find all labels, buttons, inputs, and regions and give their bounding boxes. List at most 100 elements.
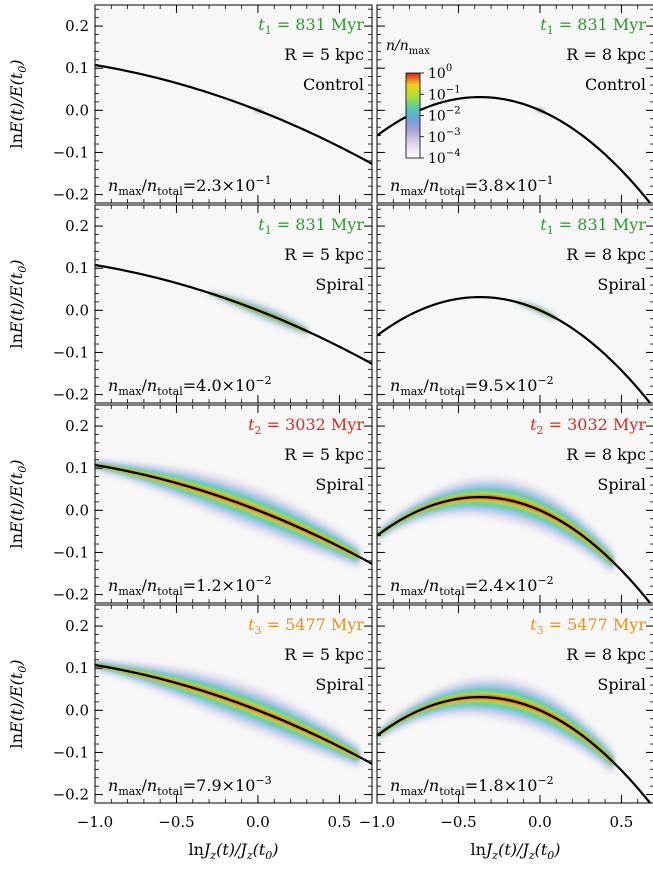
y-axis-sub: 0 <box>16 666 29 673</box>
time-value: = 831 Myr <box>554 15 647 34</box>
x-axis-close: ) <box>271 840 278 859</box>
panel-background <box>377 205 653 403</box>
ratio-slash: / <box>142 776 148 795</box>
y-axis-ln: ln <box>7 133 26 148</box>
time-value: = 831 Myr <box>272 15 365 34</box>
y-tick-label: 0.0 <box>65 301 89 319</box>
x-axis-J2: J <box>519 840 530 859</box>
panel-frame <box>376 604 653 804</box>
y-axis-title: lnE(t)/E(t0) <box>7 659 29 748</box>
ratio-n: n <box>390 576 400 595</box>
colorbar-title-n: n/n <box>386 38 409 54</box>
time-subscript: 2 <box>255 424 262 437</box>
time-subscript: 3 <box>255 624 262 637</box>
y-axis-E: E <box>7 321 26 334</box>
time-symbol: t <box>530 415 537 434</box>
density-layer-2 <box>377 688 614 768</box>
ratio-label: nmax/ntotal=1.2×10−2 <box>108 574 272 598</box>
x-axis-ln: ln <box>470 840 485 859</box>
y-axis-mid: (t)/ <box>7 495 26 521</box>
x-axis-t: (t <box>253 840 266 859</box>
panel-frame <box>94 204 373 404</box>
ratio-value: =2.4×10 <box>465 576 538 595</box>
ratio-value: =7.9×10 <box>183 776 256 795</box>
ratio-exponent: −2 <box>255 374 271 387</box>
radius-label: R = 5 kpc <box>284 445 364 464</box>
y-tick-label: −0.1 <box>53 343 89 361</box>
y-tick-label: −0.1 <box>53 143 89 161</box>
panel-background <box>95 5 372 203</box>
colorbar-tick-exp: −1 <box>446 84 461 95</box>
ratio-slash: / <box>142 576 148 595</box>
ratio-sub-total: total <box>439 585 465 598</box>
time-subscript: 1 <box>547 224 554 237</box>
ratio-value: =1.2×10 <box>183 576 256 595</box>
colorbar-tick-base: 10 <box>428 87 446 103</box>
colorbar-tick-label: 10−4 <box>428 148 461 167</box>
x-axis-t: (t <box>535 840 548 859</box>
panel-plot-area <box>377 677 652 803</box>
time-value: = 831 Myr <box>272 215 365 234</box>
x-axis-mid: (t)/ <box>498 840 524 859</box>
y-tick-label: 0.1 <box>65 659 89 677</box>
panel-frame <box>376 404 653 604</box>
time-label: t1 = 831 Myr <box>540 215 646 237</box>
colorbar-tick-label: 10−2 <box>428 106 461 125</box>
radius-label: R = 8 kpc <box>566 645 646 664</box>
model-curve <box>95 63 372 166</box>
density-layer-2 <box>377 488 614 568</box>
y-tick-label: −0.2 <box>53 386 89 404</box>
x-axis-sub3: 0 <box>265 849 272 862</box>
time-symbol: t <box>540 15 547 34</box>
y-axis-ln: ln <box>7 733 26 748</box>
ratio-n2: n <box>429 176 439 195</box>
ratio-exponent: −1 <box>255 174 271 187</box>
ratio-exponent: −2 <box>537 374 553 387</box>
y-tick-label: 0.2 <box>65 17 89 35</box>
ratio-slash: / <box>142 376 148 395</box>
density-layer-3 <box>377 692 614 766</box>
model-label: Spiral <box>315 275 364 294</box>
time-value: = 831 Myr <box>554 215 647 234</box>
y-tick-label: 0.2 <box>65 617 89 635</box>
ratio-n: n <box>390 776 400 795</box>
ratio-n: n <box>108 376 118 395</box>
model-curve <box>95 463 372 566</box>
x-axis-sub3: 0 <box>547 849 554 862</box>
ratio-slash: / <box>424 176 430 195</box>
time-label: t2 = 3032 Myr <box>248 415 364 437</box>
radius-label: R = 8 kpc <box>566 445 646 464</box>
ratio-exponent: −2 <box>537 774 553 787</box>
ratio-sub-max: max <box>400 385 424 398</box>
x-tick-label: −0.5 <box>440 813 476 831</box>
ratio-n: n <box>390 376 400 395</box>
ratio-label: nmax/ntotal=7.9×10−3 <box>108 774 272 798</box>
y-tick-label: 0.0 <box>65 501 89 519</box>
ratio-n2: n <box>147 776 157 795</box>
y-axis-sub: 0 <box>16 266 29 273</box>
time-label: t1 = 831 Myr <box>540 15 646 37</box>
y-axis-E2: E <box>7 685 26 698</box>
time-label: t3 = 5477 Myr <box>248 615 364 637</box>
ratio-value: =2.3×10 <box>183 176 256 195</box>
time-subscript: 1 <box>265 24 272 37</box>
y-axis-E2: E <box>7 485 26 498</box>
panel-frame <box>94 404 373 604</box>
colorbar-tick-label: 10−3 <box>428 127 461 146</box>
ratio-n2: n <box>429 376 439 395</box>
y-axis-E: E <box>7 121 26 134</box>
panel-1-0: −0.2 −0.1 0.0 0.1 0.2 t1 = 831 Myr R = 5 kpc Sp… <box>53 204 373 404</box>
model-curve <box>377 495 652 603</box>
x-axis-title: lnJz(t)/Jz(t0) <box>470 840 560 862</box>
ratio-n2: n <box>147 576 157 595</box>
y-tick-label: 0.1 <box>65 459 89 477</box>
time-subscript: 2 <box>537 424 544 437</box>
ratio-sub-total: total <box>157 785 183 798</box>
ratio-sub-max: max <box>118 785 142 798</box>
colorbar-tick-base: 10 <box>428 130 446 146</box>
panel-0-0: −0.2 −0.1 0.0 0.1 0.2 t1 = 831 Myr R = 5 kpc Co… <box>53 4 373 204</box>
ratio-slash: / <box>424 776 430 795</box>
ratio-exponent: −2 <box>537 574 553 587</box>
